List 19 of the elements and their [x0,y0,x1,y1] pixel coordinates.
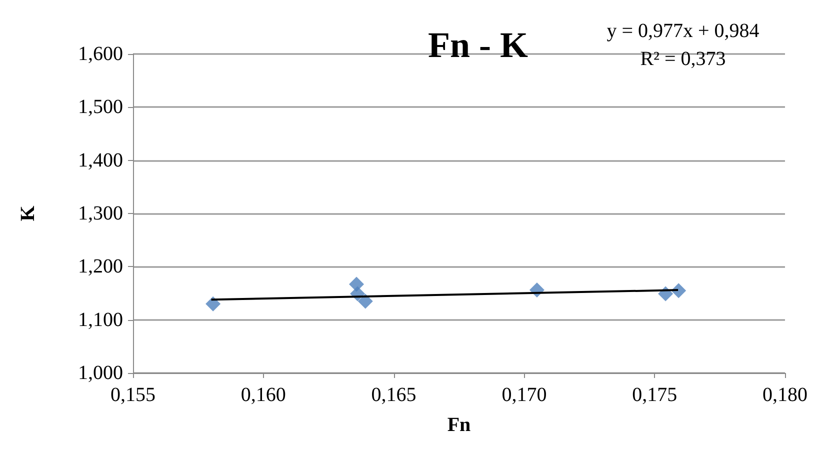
y-tick-label: 1,200 [78,256,123,278]
y-tick-label: 1,500 [78,96,123,118]
point [206,296,221,312]
x-tick-label: 0,155 [110,384,156,406]
x-tick-label: 0,175 [632,384,678,406]
x-tick-label: 0,180 [762,384,808,406]
y-tick-label: 1,600 [78,43,123,65]
x-axis-title: Fn [447,414,471,436]
y-tick-label: 1,400 [78,149,123,172]
x-tick-label: 0,165 [371,384,416,406]
annotation: R² = 0,373 [640,48,726,70]
text: y = 0,977x + 0,984 [606,20,760,42]
y-axis-title: K [17,205,39,222]
y-tick-label: 1,000 [78,362,123,384]
chart-title: Fn - K [428,25,528,65]
x-tick-label: 0,170 [502,384,547,406]
y-tick-label: 1,100 [78,308,123,331]
x-tick-label: 0,160 [240,384,286,406]
y-tick-label: 1,300 [78,202,123,224]
